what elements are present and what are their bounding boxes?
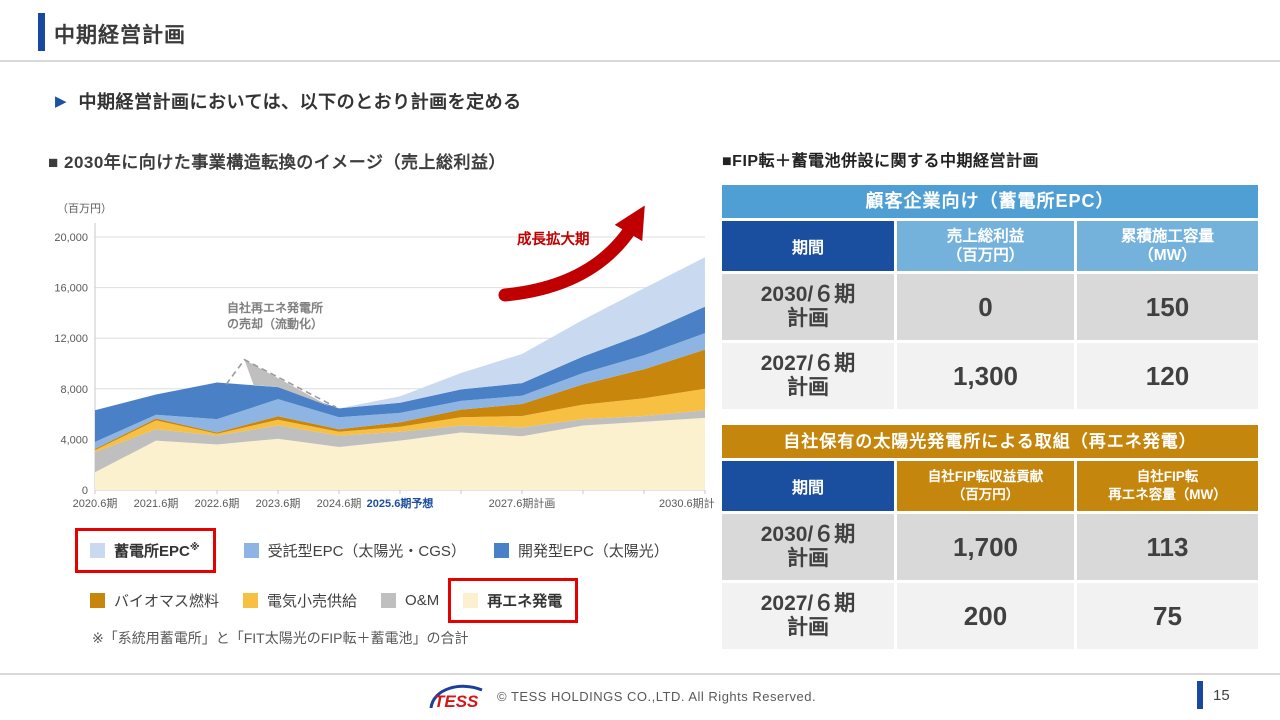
table-cell-value: 113: [1077, 514, 1258, 580]
key-message: ▶ 中期経営計画においては、以下のとおり計画を定める: [55, 88, 522, 114]
tess-logo: TESS: [426, 680, 490, 719]
svg-text:2022.6期: 2022.6期: [195, 497, 240, 510]
legend-swatch-development-epc: [493, 543, 509, 558]
tess-logo-svg: TESS: [429, 684, 483, 711]
table-cell-value: 75: [1077, 583, 1258, 649]
legend-item-retail: 電気小売供給: [243, 590, 357, 611]
legend-item-development-epc: 開発型EPC（太陽光）: [493, 540, 669, 561]
svg-text:成長拡大期: 成長拡大期: [517, 230, 590, 248]
col-header-period: 期間: [722, 221, 894, 271]
chart-footnote: ※「系統用蓄電所」と「FIT太陽光のFIP転＋蓄電池」の合計: [92, 630, 469, 646]
svg-text:（百万円）: （百万円）: [57, 202, 112, 215]
table-row-period: 2030/６期 計画: [722, 514, 894, 580]
col-header-period: 期間: [722, 461, 894, 511]
legend-item-biomass: バイオマス燃料: [90, 590, 219, 611]
legend-item-om: O&M: [381, 592, 439, 609]
svg-text:2024.6期: 2024.6期: [317, 497, 362, 510]
table-cell-value: 0: [897, 274, 1074, 340]
legend-item-renewable: 再エネ発電: [448, 578, 579, 623]
svg-text:20,000: 20,000: [55, 232, 88, 244]
svg-text:0: 0: [82, 485, 88, 497]
customer-epc-table-banner: 顧客企業向け（蓄電所EPC）: [722, 185, 1258, 218]
legend-item-contract-epc: 受託型EPC（太陽光・CGS）: [243, 540, 466, 561]
customer-epc-table-grid: 期間 売上総利益 （百万円） 累積施工容量 （MW） 2030/６期 計画 0 …: [722, 221, 1258, 409]
own-solar-table-grid: 期間 自社FIP転収益貢献 （百万円） 自社FIP転 再エネ容量（MW） 203…: [722, 461, 1258, 649]
col-header-fip-profit: 自社FIP転収益貢献 （百万円）: [897, 461, 1074, 511]
legend-item-storage-epc: 蓄電所EPC※: [75, 528, 216, 573]
legend-swatch-biomass: [90, 593, 105, 608]
table-cell-value: 1,700: [897, 514, 1074, 580]
svg-text:2021.6期: 2021.6期: [134, 497, 179, 510]
svg-text:2025.6期予想: 2025.6期予想: [367, 496, 434, 510]
svg-text:2023.6期: 2023.6期: [256, 497, 301, 510]
table-cell-value: 1,300: [897, 343, 1074, 409]
page-number-accent-bar: [1197, 681, 1203, 709]
stacked-area-chart-svg: 0 4,000 8,000 12,000 16,000 20,000 （百万円） 自社再エネ発…: [55, 202, 715, 510]
own-solar-table: 自社保有の太陽光発電所による取組（再エネ発電） 期間 自社FIP転収益貢献 （百…: [722, 425, 1258, 649]
svg-text:2027.6期計画: 2027.6期計画: [489, 496, 556, 510]
legend-swatch-contract-epc: [243, 543, 259, 558]
logo-wordmark: TESS: [434, 692, 479, 711]
header-divider: [0, 60, 1280, 62]
svg-text:12,000: 12,000: [55, 333, 88, 345]
footer-divider: [0, 673, 1280, 675]
own-solar-table-banner: 自社保有の太陽光発電所による取組（再エネ発電）: [722, 425, 1258, 458]
svg-text:16,000: 16,000: [55, 283, 88, 295]
table-cell-value: 200: [897, 583, 1074, 649]
page-title: 中期経営計画: [54, 24, 186, 47]
triangle-bullet-icon: ▶: [55, 92, 67, 110]
table-cell-value: 150: [1077, 274, 1258, 340]
page-number: 15: [1213, 687, 1230, 704]
svg-text:2020.6期: 2020.6期: [73, 497, 118, 510]
col-header-fip-capacity: 自社FIP転 再エネ容量（MW）: [1077, 461, 1258, 511]
table-row-period: 2027/６期 計画: [722, 583, 894, 649]
svg-text:2030.6期計画: 2030.6期計画: [659, 496, 715, 510]
chart-legend-row-2: バイオマス燃料 電気小売供給 O&M 再エネ発電: [90, 578, 579, 623]
svg-text:の売却（流動化）: の売却（流動化）: [227, 316, 323, 331]
key-message-text: 中期経営計画においては、以下のとおり計画を定める: [78, 92, 522, 112]
svg-text:4,000: 4,000: [60, 434, 88, 446]
title-accent-bar: [38, 13, 45, 51]
col-header-capacity: 累積施工容量 （MW）: [1077, 221, 1258, 271]
col-header-gross-profit: 売上総利益 （百万円）: [897, 221, 1074, 271]
table-cell-value: 120: [1077, 343, 1258, 409]
gross-profit-area-chart: 0 4,000 8,000 12,000 16,000 20,000 （百万円） 自社再エネ発…: [55, 190, 715, 525]
tables-section-heading: ■FIP転＋蓄電池併設に関する中期経営計画: [722, 153, 1040, 170]
svg-text:8,000: 8,000: [60, 384, 88, 396]
legend-swatch-retail: [243, 593, 259, 608]
legend-swatch-om: [381, 593, 397, 608]
legend-swatch-storage-epc: [90, 543, 105, 558]
legend-swatch-renewable: [463, 593, 479, 608]
chart-section-heading: ■ 2030年に向けた事業構造転換のイメージ（売上総利益）: [48, 153, 506, 172]
table-row-period: 2030/６期 計画: [722, 274, 894, 340]
chart-legend-row-1: 蓄電所EPC※ 受託型EPC（太陽光・CGS） 開発型EPC（太陽光）: [75, 528, 669, 573]
customer-epc-table: 顧客企業向け（蓄電所EPC） 期間 売上総利益 （百万円） 累積施工容量 （MW…: [722, 185, 1258, 409]
table-row-period: 2027/６期 計画: [722, 343, 894, 409]
copyright-text: © TESS HOLDINGS CO.,LTD. All Rights Rese…: [497, 689, 817, 704]
logo-swoosh: [429, 684, 483, 709]
svg-text:自社再エネ発電所: 自社再エネ発電所: [227, 300, 323, 315]
